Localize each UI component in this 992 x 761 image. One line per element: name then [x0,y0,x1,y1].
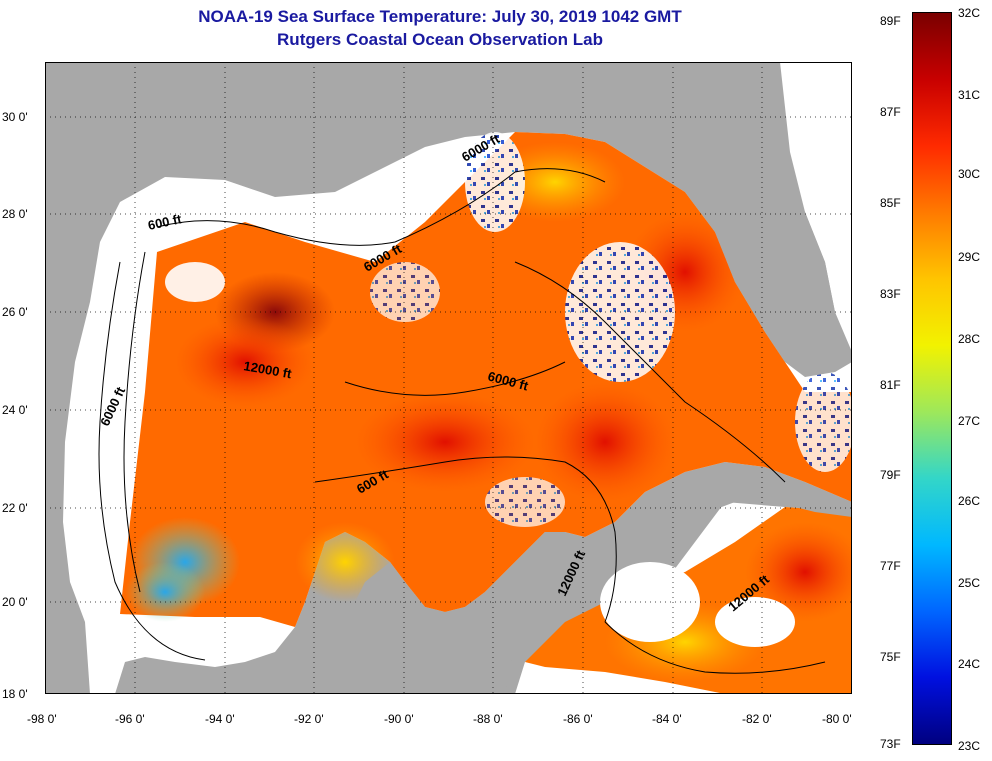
colorbar-f-73: 73F [880,737,901,751]
lat-label-26: 26 0' [2,305,28,319]
lon-label-86: -86 0' [563,712,593,726]
lon-label-80: -80 0' [822,712,852,726]
lat-label-28: 28 0' [2,207,28,221]
lat-label-22: 22 0' [2,501,28,515]
lat-label-18: 18 0' [2,687,28,701]
lon-label-96: -96 0' [115,712,145,726]
lon-label-98: -98 0' [27,712,57,726]
colorbar-f-87: 87F [880,105,901,119]
colorbar-f-77: 77F [880,559,901,573]
temperature-colorbar [912,12,952,745]
colorbar-f-89: 89F [880,14,901,28]
colorbar-c-28: 28C [958,332,981,346]
map-title: NOAA-19 Sea Surface Temperature: July 30… [198,7,682,26]
florida-land [685,182,845,377]
lon-label-94: -94 0' [205,712,235,726]
cuba-land [645,472,852,527]
lat-label-30: 30 0' [2,110,28,124]
lon-label-92: -92 0' [294,712,324,726]
atlantic-water [780,62,852,352]
contour-label-600ft-north: 600 ft [147,211,184,233]
lon-label-84: -84 0' [652,712,682,726]
map-subtitle: Rutgers Coastal Ocean Observation Lab [277,30,603,49]
colorbar-c-29: 29C [958,250,981,264]
colorbar-f-83: 83F [880,287,901,301]
yucatan-land [345,532,555,694]
colorbar-f-75: 75F [880,650,901,664]
colorbar-c-32: 32C [958,6,981,20]
colorbar-c-30: 30C [958,167,981,181]
lat-label-24: 24 0' [2,403,28,417]
graticule [45,62,852,694]
colorbar-f-79: 79F [880,468,901,482]
lat-label-20: 20 0' [2,595,28,609]
lon-label-90: -90 0' [384,712,414,726]
colorbar-c-26: 26C [958,494,981,508]
colorbar-c-31: 31C [958,88,981,102]
colorbar-c-27: 27C [958,414,981,428]
colorbar-c-25: 25C [958,576,981,590]
lon-label-82: -82 0' [742,712,772,726]
sst-map: 600 ft 6000 ft 12000 ft 6000 ft 600 ft 6… [45,62,852,694]
bathymetry-contours [98,168,826,674]
colorbar-c-23: 23C [958,739,981,753]
colorbar-c-24: 24C [958,657,981,671]
lon-label-88: -88 0' [473,712,503,726]
colorbar-f-85: 85F [880,196,901,210]
colorbar-f-81: 81F [880,378,901,392]
